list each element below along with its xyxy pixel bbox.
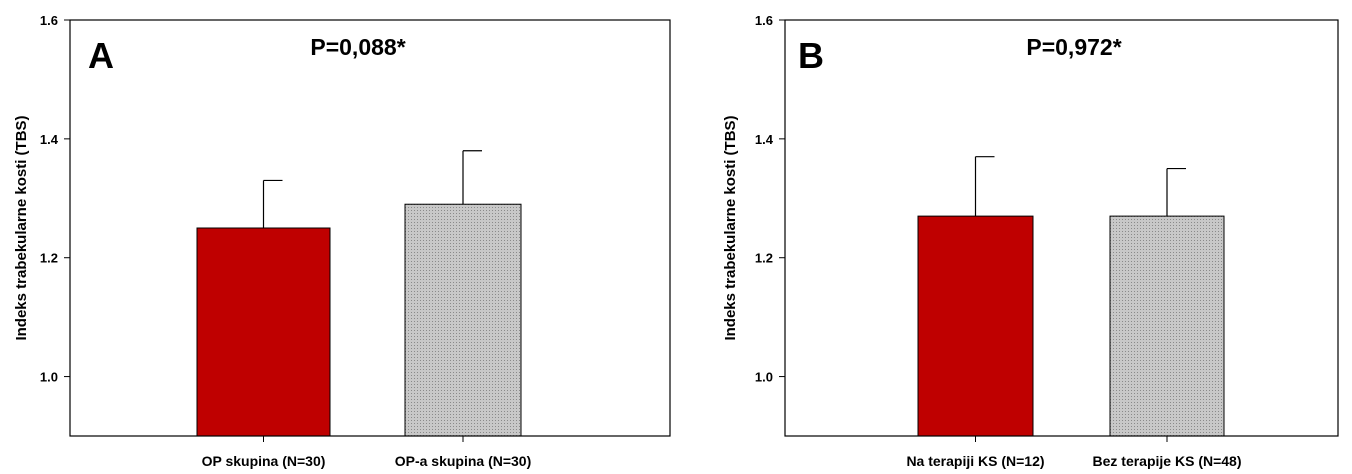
panel-label: A	[88, 35, 114, 76]
bar-1	[917, 215, 1034, 437]
bar-2	[404, 203, 522, 437]
p-value-annotation: P=0,088*	[310, 34, 405, 60]
y-tick-label-2: 1.2	[40, 251, 58, 266]
plot-frame	[784, 19, 1339, 437]
p-value-annotation: P=0,972*	[1026, 34, 1121, 60]
bar-2	[1109, 215, 1225, 437]
panel-label: B	[798, 35, 824, 76]
bar-1	[196, 227, 331, 437]
y-tick-label-2: 1.2	[755, 251, 773, 266]
y-tick-label-4: 1.6	[40, 13, 58, 28]
chart-panel-a: OP skupina (N=30) OP-a skupina (N=30) 1.0 1…	[13, 13, 671, 469]
x-tick-label-1: OP skupina (N=30)	[202, 453, 326, 469]
x-tick-label-1: Na terapiji KS (N=12)	[906, 453, 1044, 469]
chart-panel-b: Na terapiji KS (N=12) Bez terapije KS (N=…	[722, 13, 1339, 469]
plot-frame	[69, 19, 671, 437]
y-tick-label-3: 1.4	[755, 132, 774, 147]
y-axis-label: Indeks trabekularne kosti (TBS)	[13, 115, 30, 340]
y-axis-label: Indeks trabekularne kosti (TBS)	[722, 115, 739, 340]
y-tick-label-4: 1.6	[755, 13, 773, 28]
y-tick-label-3: 1.4	[40, 132, 59, 147]
x-tick-label-2: Bez terapije KS (N=48)	[1093, 453, 1242, 469]
y-tick-label-1: 1.0	[40, 370, 58, 385]
x-tick-label-2: OP-a skupina (N=30)	[395, 453, 532, 469]
y-tick-label-1: 1.0	[755, 370, 773, 385]
